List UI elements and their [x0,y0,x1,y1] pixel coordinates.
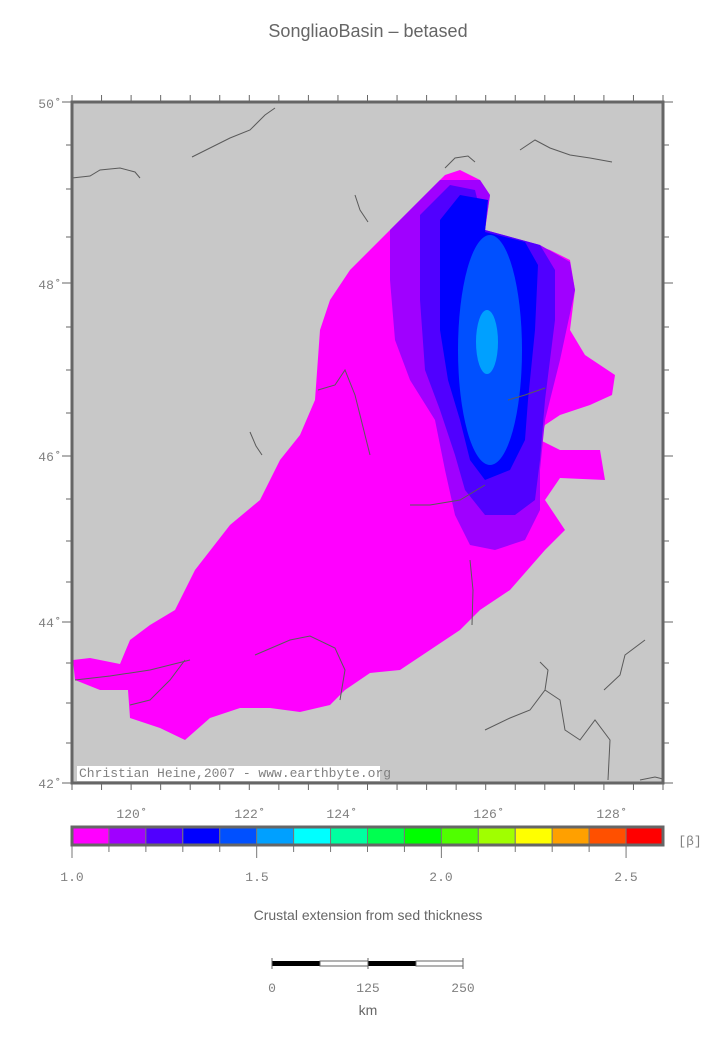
colorbar-segment [71,826,110,846]
colorbar-tick-label: 1.0 [60,870,83,885]
colorbar-segment [403,826,442,846]
lon-label: 126˚ [473,807,504,822]
lon-label: 122˚ [234,807,265,822]
colorbar-segment [367,826,405,846]
colorbar-segment [440,826,479,846]
colorbar-segment [182,826,221,846]
colorbar-segment [551,826,590,846]
lat-label: 50˚ [38,97,61,112]
colorbar-tick-label: 1.5 [245,870,268,885]
colorbar-segment [145,826,184,846]
credit-text: Christian Heine,2007 - www.earthbyte.org [79,766,391,781]
longitude-labels: 120˚ 122˚ 124˚ 126˚ 128˚ [116,807,627,822]
colorbar-segment [293,826,332,846]
colorbar-segment [625,826,664,846]
axis-ticks [62,95,673,790]
colorbar-frame [70,825,665,847]
coastlines [71,107,664,781]
lon-label: 124˚ [326,807,357,822]
scale-label: 0 [268,981,276,996]
colorbar-segment [330,826,368,846]
lon-label: 128˚ [596,807,627,822]
colorbar-segment [256,826,295,846]
colorbar-segment [219,826,258,846]
lat-label: 48˚ [38,278,61,293]
scale-unit: km [359,1002,378,1018]
scale-label: 250 [451,981,474,996]
map-panel: Christian Heine,2007 - www.earthbyte.org [70,100,665,785]
colorbar-tick-label: 2.0 [429,870,452,885]
colorbar-segment [514,826,553,846]
basin-zone-beta-1.5 [476,310,498,374]
scale-bar: 0 125 250 km [268,958,475,1018]
colorbar-segment [477,826,516,846]
colorbar-tick-label: 2.5 [614,870,637,885]
map-title: SongliaoBasin – betased [268,21,467,41]
latitude-labels: 50˚ 48˚ 46˚ 44˚ 42˚ [38,97,61,792]
colorbar-segment [108,826,147,846]
colorbar-segment [588,826,627,846]
lat-label: 42˚ [38,777,61,792]
lon-label: 120˚ [116,807,147,822]
colorbar-unit: [β] [678,834,701,849]
colorbar-caption: Crustal extension from sed thickness [254,907,483,923]
credit-box [77,766,380,781]
lat-label: 44˚ [38,616,61,631]
scale-label: 125 [356,981,379,996]
colorbar [71,826,664,858]
lat-label: 46˚ [38,450,61,465]
